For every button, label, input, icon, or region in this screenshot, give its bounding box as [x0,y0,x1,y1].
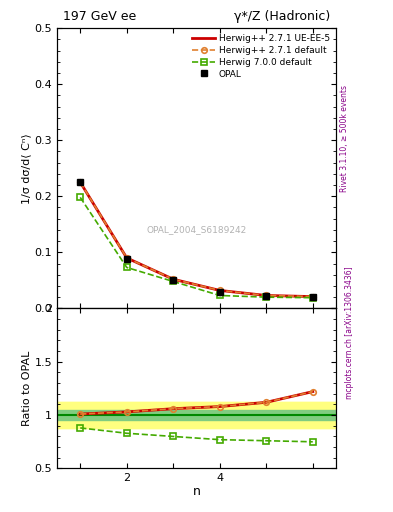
Herwig++ 2.7.1 default [171,276,176,282]
OPAL [217,288,222,294]
Herwig 7.0.0 default [217,292,222,298]
Herwig++ 2.7.1 UE-EE-5 [78,179,83,185]
Text: mcplots.cern.ch [arXiv:1306.3436]: mcplots.cern.ch [arXiv:1306.3436] [345,266,354,399]
Herwig++ 2.7.1 UE-EE-5 [171,276,176,282]
Line: OPAL: OPAL [77,179,316,301]
Legend: Herwig++ 2.7.1 UE-EE-5, Herwig++ 2.7.1 default, Herwig 7.0.0 default, OPAL: Herwig++ 2.7.1 UE-EE-5, Herwig++ 2.7.1 d… [191,33,332,80]
OPAL [264,293,269,299]
OPAL [310,294,315,300]
Herwig 7.0.0 default [310,294,315,301]
Line: Herwig++ 2.7.1 UE-EE-5: Herwig++ 2.7.1 UE-EE-5 [80,182,313,296]
Bar [57,410,336,420]
Herwig++ 2.7.1 default [264,292,269,298]
Herwig 7.0.0 default [78,195,83,201]
Herwig 7.0.0 default [124,264,129,270]
Herwig 7.0.0 default [171,279,176,285]
Herwig++ 2.7.1 UE-EE-5 [217,287,222,293]
Herwig 7.0.0 default [264,294,269,300]
Text: OPAL_2004_S6189242: OPAL_2004_S6189242 [146,225,247,234]
Text: γ*/Z (Hadronic): γ*/Z (Hadronic) [234,10,331,23]
Text: Rivet 3.1.10, ≥ 500k events: Rivet 3.1.10, ≥ 500k events [340,85,349,191]
Herwig++ 2.7.1 default [310,293,315,300]
OPAL [78,179,83,185]
Line: Herwig++ 2.7.1 default: Herwig++ 2.7.1 default [77,180,316,300]
Herwig++ 2.7.1 default [124,255,129,261]
Y-axis label: 1/σ dσ/d⟨ Cⁿ⟩: 1/σ dσ/d⟨ Cⁿ⟩ [22,133,31,204]
Text: 197 GeV ee: 197 GeV ee [62,10,136,23]
Herwig++ 2.7.1 UE-EE-5 [310,293,315,300]
Y-axis label: Ratio to OPAL: Ratio to OPAL [22,351,32,426]
Herwig++ 2.7.1 default [217,287,222,293]
Herwig++ 2.7.1 UE-EE-5 [264,292,269,298]
Line: Herwig 7.0.0 default: Herwig 7.0.0 default [77,195,316,301]
X-axis label: n: n [193,485,200,498]
Bar [57,402,336,428]
Herwig++ 2.7.1 default [78,179,83,185]
OPAL [171,278,176,284]
Herwig++ 2.7.1 UE-EE-5 [124,255,129,261]
OPAL [124,256,129,262]
